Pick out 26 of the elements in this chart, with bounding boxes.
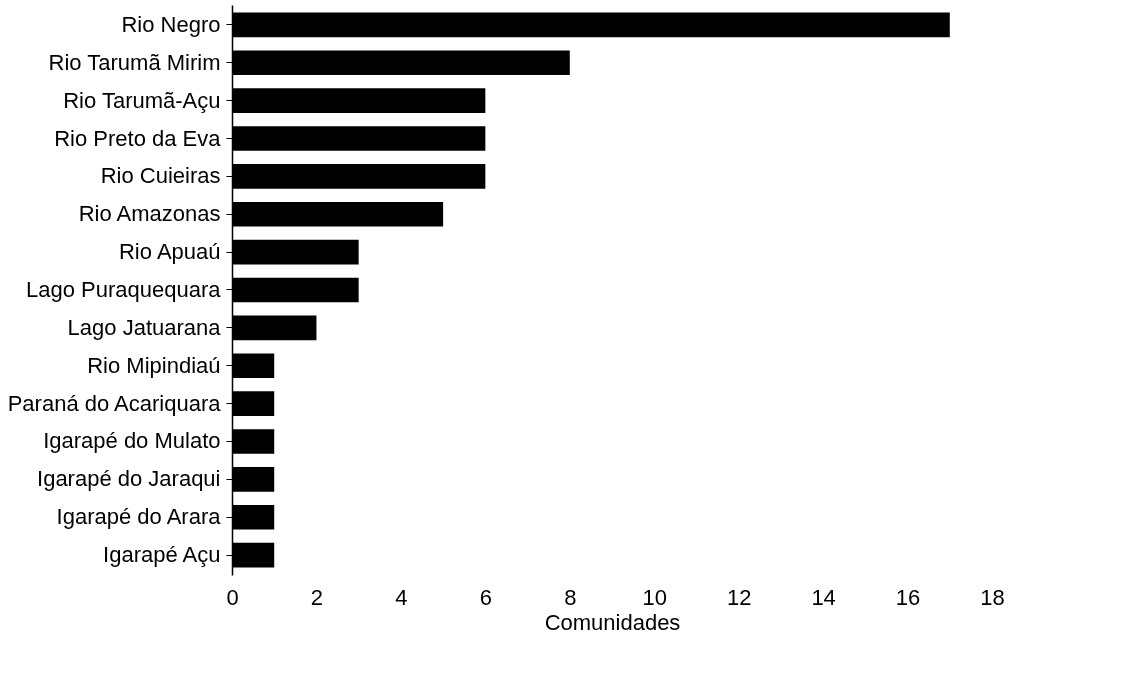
y-tick-label: Lago Puraquequara: [26, 277, 222, 302]
x-tick-label: 0: [226, 584, 239, 610]
y-tick-label: Rio Amazonas: [78, 201, 221, 227]
x-tick-label: 18: [980, 584, 1005, 610]
y-tick-label: Rio Cuieiras: [100, 163, 221, 189]
y-tick-label: Rio Preto da Eva: [54, 125, 222, 151]
x-tick-label: 6: [479, 584, 492, 610]
x-axis-title: Comunidades: [544, 609, 681, 635]
x-tick-label: 14: [811, 584, 836, 610]
y-tick-label: Lago Jatuarana: [67, 314, 222, 340]
x-tick-label: 4: [395, 584, 408, 610]
y-tick-label: Igarapé Açu: [103, 542, 221, 568]
y-tick-label: Paraná do Acariquara: [7, 390, 222, 416]
y-tick-label: Rio Mipindiaú: [87, 352, 221, 378]
y-tick-label: Igarapé do Jaraqui: [37, 466, 221, 492]
x-tick-label: 10: [642, 584, 667, 610]
x-tick-label: 16: [895, 584, 921, 610]
x-tick-label: 2: [310, 584, 324, 610]
y-tick-label: Rio Tarumã-Açu: [63, 87, 221, 113]
y-tick-label: Rio Tarumã Mirim: [48, 49, 221, 75]
x-tick-label: 12: [726, 584, 752, 610]
y-tick-label: Igarapé do Mulato: [43, 428, 221, 454]
y-tick-label: Rio Negro: [121, 11, 221, 37]
x-tick-label: 8: [564, 584, 577, 610]
y-tick-label: Rio Apuaú: [118, 239, 221, 265]
y-tick-label: Igarapé do Arara: [56, 504, 222, 530]
